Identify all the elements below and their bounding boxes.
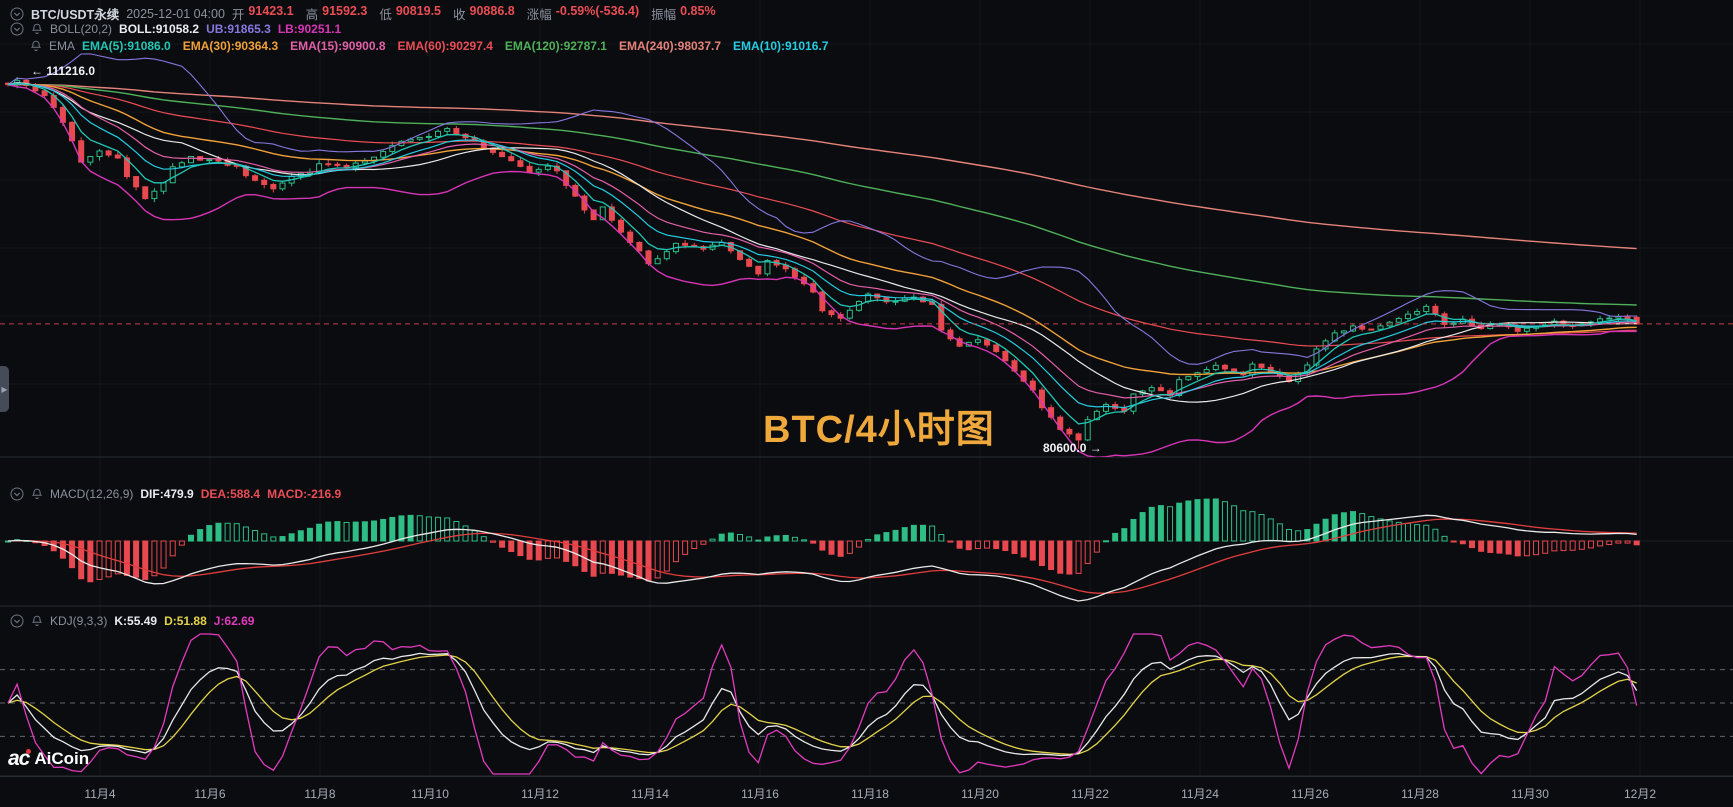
- alert-bell-icon[interactable]: [31, 23, 43, 35]
- kdj-d-value: D:51.88: [164, 614, 207, 628]
- ema-item: EMA(60):90297.4: [397, 39, 493, 53]
- ohlc-pair: 开 91423.1: [231, 4, 294, 22]
- ema-values: EMA(5):91086.0 EMA(30):90364.3 EMA(15):909…: [82, 39, 828, 53]
- ohlc-pair: 涨幅 -0.59%(-536.4): [526, 4, 640, 22]
- aicoin-logo-text: AiCoin: [34, 749, 90, 768]
- ema-item: EMA(120):92787.1: [504, 39, 607, 53]
- time-axis-tick: 11月30: [1511, 787, 1549, 801]
- low-price-annotation: 80600.0 →: [1043, 441, 1102, 455]
- time-axis-tick: 11月6: [194, 787, 226, 801]
- ohlc-pair: 振幅 0.85%: [651, 4, 716, 22]
- header-row-ema: EMA EMA(5):91086.0 EMA(30):90364.3 EMA(15)…: [30, 39, 828, 53]
- boll-lb-value: LB:90251.1: [277, 22, 342, 36]
- candle-datetime: 2025-12-01 04:00: [126, 6, 225, 21]
- time-axis-tick: 11月12: [521, 787, 559, 801]
- ohlc-pair: 低 90819.5: [379, 4, 442, 22]
- collapse-chevron-icon[interactable]: [10, 614, 24, 628]
- ema-item: EMA(5):91086.0: [82, 39, 171, 53]
- sidebar-expand-handle[interactable]: ▶: [0, 366, 9, 412]
- time-axis-tick: 11月22: [1071, 787, 1109, 801]
- time-axis-tick: 11月16: [741, 787, 779, 801]
- symbol-label: BTC/USDT永续: [31, 8, 120, 22]
- time-axis-tick: 11月4: [84, 787, 116, 801]
- ohlc-pair: 高 91592.3: [305, 4, 368, 22]
- header-row-boll: BOLL(20,2) BOLL:91058.2 UB:91865.3 LB:90…: [10, 22, 341, 36]
- ema-item: EMA(240):98037.7: [618, 39, 722, 53]
- chevron-right-icon: ▶: [1, 384, 8, 394]
- collapse-chevron-icon[interactable]: [10, 487, 24, 501]
- macd-dif-value: DIF:479.9: [140, 487, 194, 501]
- aicoin-logo: ac AiCoin: [8, 747, 89, 771]
- macd-name: MACD(12,26,9): [50, 487, 134, 501]
- time-axis-tick: 11月8: [304, 787, 336, 801]
- time-axis-tick: 12月2: [1623, 787, 1657, 801]
- ohlc-values: 开 91423.1 高 91592.3 低 90819.5 收 90886.8 涨幅 -0.59%…: [232, 4, 716, 23]
- ema-item: EMA(15):90900.8: [290, 39, 386, 53]
- logo-red-dot-icon: [26, 749, 32, 754]
- alert-bell-icon[interactable]: [31, 488, 43, 500]
- boll-name: BOLL(20,2): [50, 22, 113, 36]
- ema-item: EMA(10):91016.7: [733, 39, 829, 53]
- boll-ub-value: UB:91865.3: [206, 22, 271, 36]
- kdj-name: KDJ(9,3,3): [50, 614, 108, 628]
- macd-dea-value: DEA:588.4: [200, 487, 261, 501]
- kdj-j-value: J:62.69: [213, 614, 255, 628]
- ema-name: EMA: [49, 39, 76, 53]
- alert-bell-icon[interactable]: [31, 615, 43, 627]
- collapse-chevron-icon[interactable]: [10, 22, 24, 36]
- aicoin-logo-mark: ac: [8, 747, 32, 770]
- time-axis-tick: 11月18: [851, 787, 889, 801]
- time-axis-tick: 11月26: [1291, 787, 1329, 801]
- time-axis-tick: 11月24: [1181, 787, 1219, 801]
- macd-macd-value: MACD:-216.9: [267, 487, 342, 501]
- kdj-k-value: K:55.49: [114, 614, 158, 628]
- time-axis-tick: 11月20: [961, 787, 999, 801]
- macd-panel-header: MACD(12,26,9) DIF:479.9 DEA:588.4 MACD:-…: [10, 487, 341, 501]
- collapse-chevron-icon[interactable]: [10, 7, 24, 21]
- boll-mid-value: BOLL:91058.2: [119, 22, 200, 36]
- ohlc-pair: 收 90886.8: [453, 4, 515, 22]
- header-row-symbol: BTC/USDT永续 2025-12-01 04:00 开 91423.1 高 915…: [10, 4, 716, 23]
- time-axis-tick: 11月14: [631, 787, 669, 801]
- high-price-annotation: ← 111216.0: [31, 64, 96, 78]
- alert-bell-icon[interactable]: [30, 40, 42, 52]
- kdj-panel-header: KDJ(9,3,3) K:55.49 D:51.88 J:62.69: [10, 614, 254, 628]
- time-axis-tick: 11月10: [411, 787, 449, 801]
- time-axis[interactable]: 11月4 11月6 11月8 11月10 11月12 11月14 11月16 11月18 11月…: [0, 776, 1733, 807]
- chart-watermark-title: BTC/4小时图: [763, 409, 995, 451]
- time-axis-tick: 11月28: [1401, 787, 1439, 801]
- ema-item: EMA(30):90364.3: [182, 39, 279, 53]
